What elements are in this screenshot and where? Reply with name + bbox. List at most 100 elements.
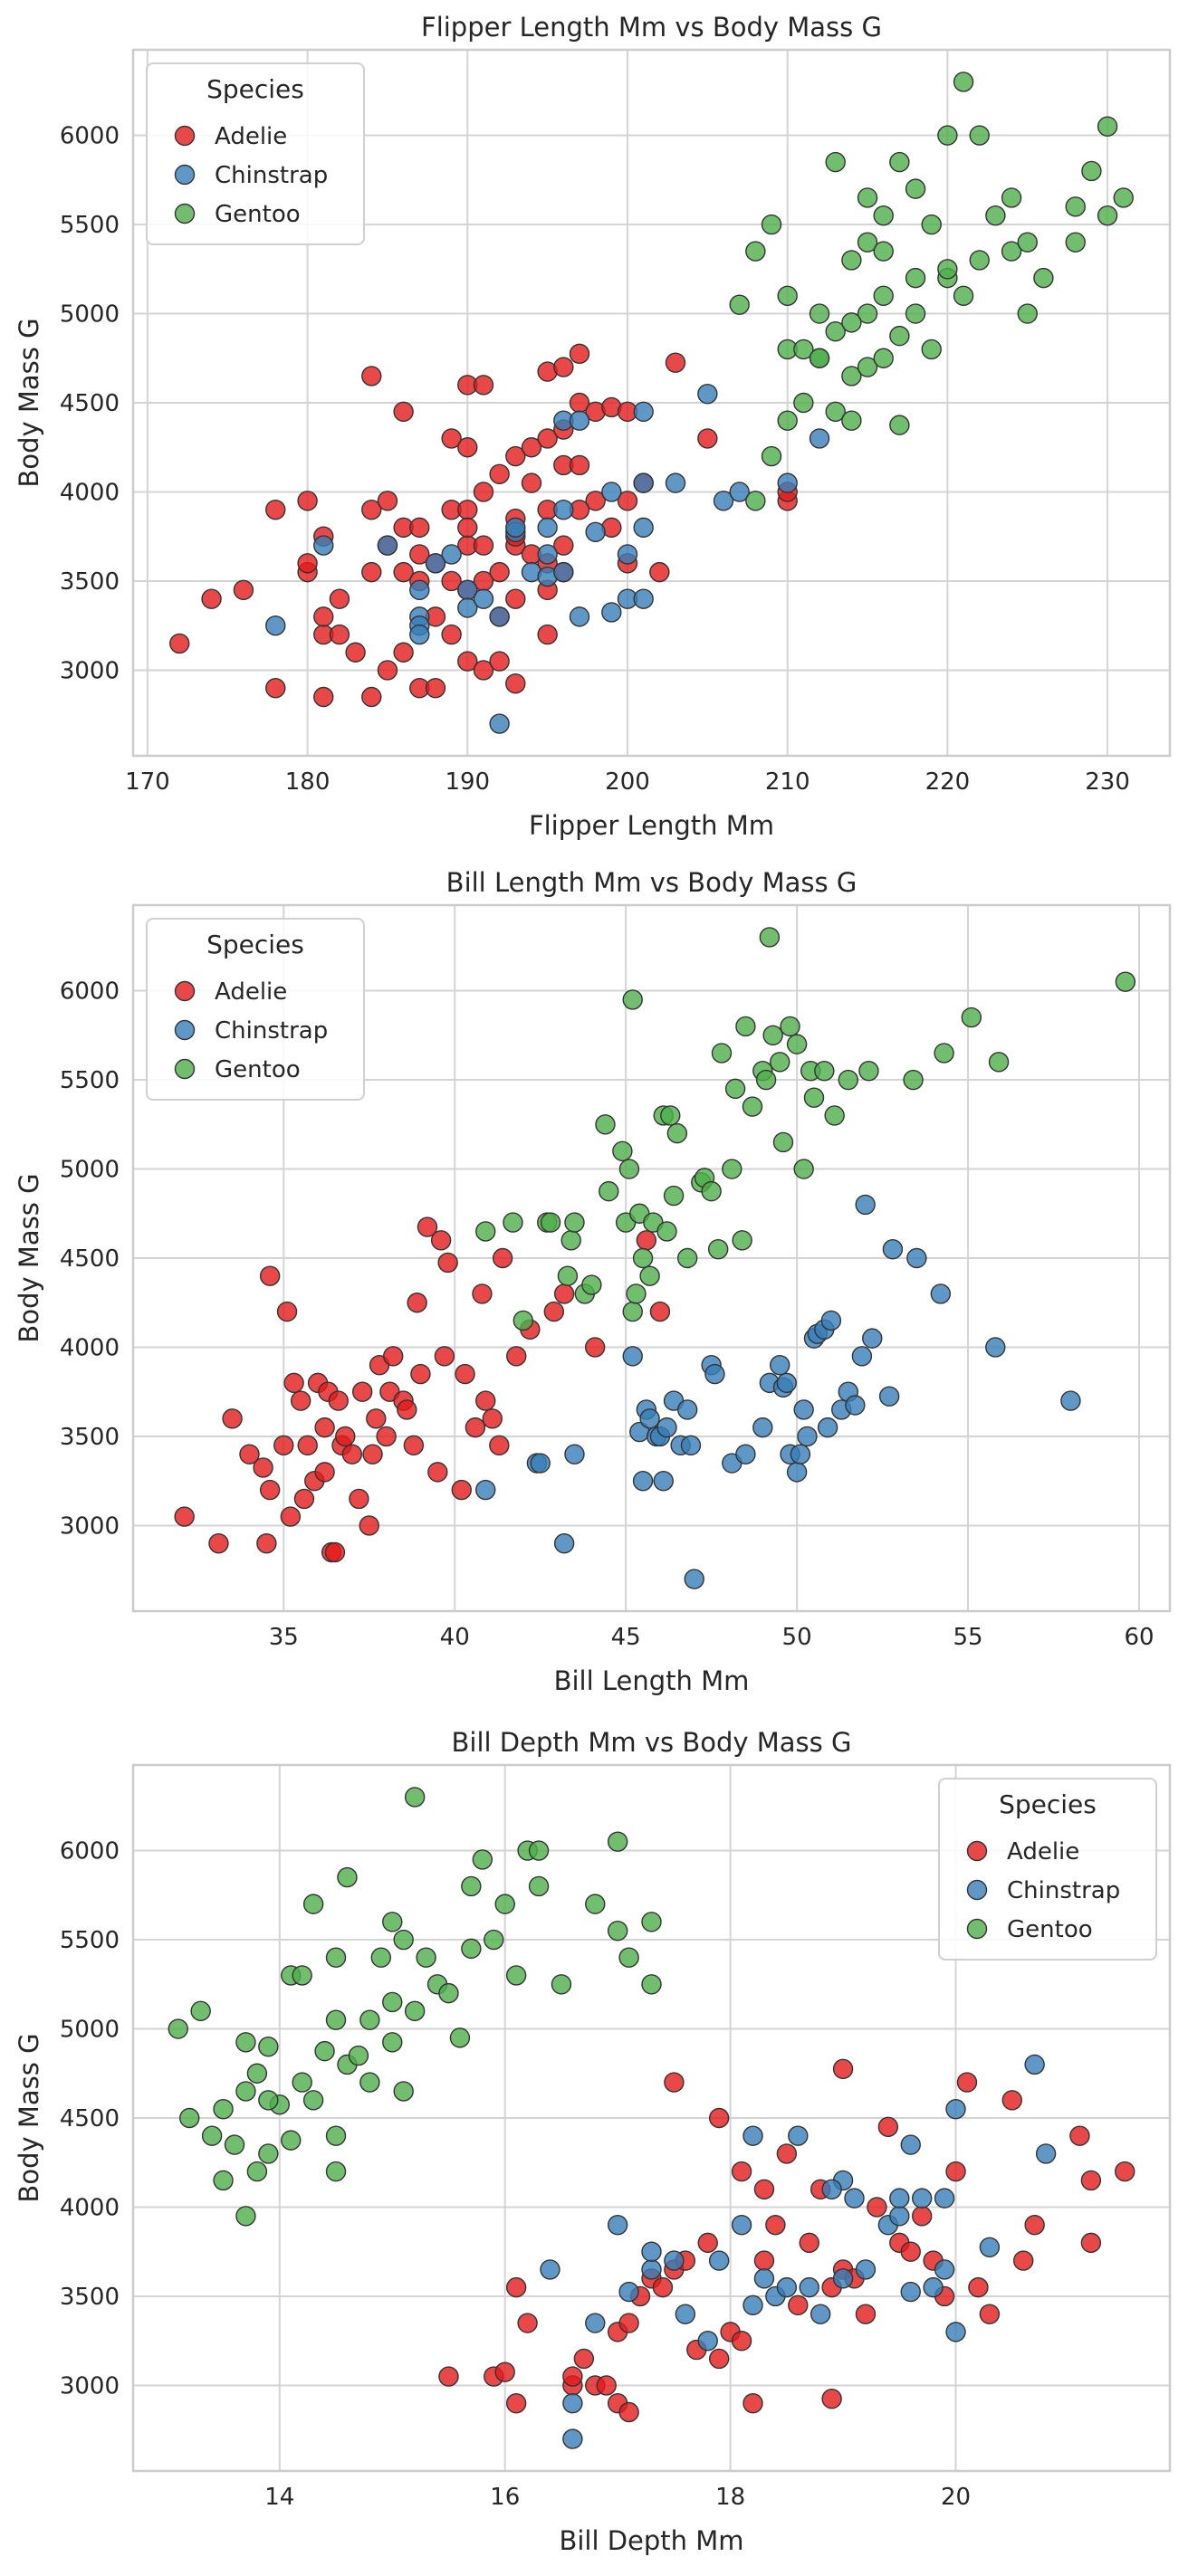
point-chinstrap <box>979 2237 1001 2258</box>
point-gentoo <box>921 339 942 360</box>
point-adelie <box>451 1479 472 1501</box>
point-adelie <box>788 2295 809 2316</box>
point-gentoo <box>889 415 910 435</box>
point-adelie <box>617 491 638 511</box>
point-adelie <box>283 1372 304 1394</box>
point-gentoo <box>711 1043 733 1064</box>
point-gentoo <box>761 445 782 467</box>
point-chinstrap <box>790 1444 811 1465</box>
point-chinstrap <box>633 472 654 493</box>
point-adelie <box>636 1230 657 1251</box>
point-gentoo <box>889 325 910 347</box>
point-gentoo <box>777 285 798 307</box>
point-adelie <box>765 2214 786 2236</box>
point-adelie <box>956 2072 978 2093</box>
point-adelie <box>517 2313 538 2333</box>
point-chinstrap <box>985 1337 1006 1358</box>
point-gentoo <box>325 2161 347 2182</box>
point-adelie <box>569 454 590 476</box>
point-adelie <box>256 1532 277 1554</box>
legend-marker-chinstrap <box>966 1879 988 1901</box>
point-chinstrap <box>553 1532 575 1554</box>
point-chinstrap <box>675 2304 696 2324</box>
point-gentoo <box>707 1238 729 1260</box>
point-gentoo <box>824 1105 845 1126</box>
point-chinstrap <box>441 544 462 565</box>
point-adelie <box>441 624 462 645</box>
point-adelie <box>821 2389 842 2409</box>
point-chinstrap <box>684 1569 704 1589</box>
point-adelie <box>341 1444 363 1465</box>
point-gentoo <box>484 1929 504 1951</box>
point-chinstrap <box>569 606 590 627</box>
point-adelie <box>573 2348 595 2370</box>
point-gentoo <box>1115 971 1136 992</box>
point-chinstrap <box>540 2259 560 2280</box>
point-chinstrap <box>409 579 430 601</box>
point-adelie <box>494 2361 515 2382</box>
point-adelie <box>1024 2214 1045 2236</box>
point-adelie <box>265 677 286 699</box>
point-gentoo <box>793 339 814 360</box>
point-gentoo <box>724 1078 746 1100</box>
point-gentoo <box>905 178 926 199</box>
point-gentoo <box>1017 303 1038 324</box>
point-adelie <box>543 1301 565 1322</box>
legend-label-chinstrap: Chinstrap <box>1007 1877 1120 1904</box>
y-tick-label: 3500 <box>60 568 120 596</box>
point-adelie <box>697 2232 718 2254</box>
point-gentoo <box>540 1212 561 1233</box>
point-adelie <box>425 677 446 699</box>
point-chinstrap <box>607 2214 628 2236</box>
point-chinstrap <box>585 521 606 543</box>
point-gentoo <box>1113 187 1134 208</box>
data-points <box>174 927 1136 1589</box>
point-chinstrap <box>889 2188 910 2209</box>
point-gentoo <box>889 151 910 173</box>
y-axis-label: Body Mass G <box>14 318 44 487</box>
point-gentoo <box>213 2170 234 2191</box>
y-tick-label: 4500 <box>60 1245 120 1273</box>
point-gentoo <box>382 1991 403 2013</box>
point-gentoo <box>461 1875 482 1897</box>
point-adelie <box>313 606 334 627</box>
point-chinstrap <box>537 544 558 565</box>
legend-label-chinstrap: Chinstrap <box>215 162 328 189</box>
point-gentoo <box>761 214 782 235</box>
point-gentoo <box>858 1060 879 1082</box>
point-chinstrap <box>862 1328 883 1349</box>
point-gentoo <box>841 410 862 431</box>
point-adelie <box>618 2401 639 2423</box>
point-adelie <box>867 2197 887 2218</box>
point-chinstrap <box>664 2250 685 2271</box>
point-adelie <box>731 2161 752 2182</box>
point-gentoo <box>618 1159 640 1179</box>
point-gentoo <box>475 1221 496 1242</box>
data-points <box>169 72 1134 734</box>
point-gentoo <box>937 125 958 146</box>
y-tick-label: 5500 <box>60 1067 120 1094</box>
point-chinstrap <box>641 2241 662 2262</box>
point-gentoo <box>814 1060 835 1082</box>
point-adelie <box>393 561 414 583</box>
legend: Species Adelie Chinstrap Gentoo <box>938 1778 1157 1961</box>
legend-marker-adelie <box>174 125 196 147</box>
point-gentoo <box>780 1016 800 1037</box>
y-tick-label: 3500 <box>60 1424 120 1451</box>
legend-label-adelie: Adelie <box>1007 1838 1079 1865</box>
point-gentoo <box>235 2206 256 2227</box>
point-chinstrap <box>475 1479 496 1501</box>
point-gentoo <box>803 1087 825 1108</box>
point-adelie <box>731 2331 752 2352</box>
point-gentoo <box>729 294 750 315</box>
point-adelie <box>362 1444 383 1465</box>
point-adelie <box>482 1408 503 1429</box>
point-gentoo <box>513 1310 533 1331</box>
point-adelie <box>430 1230 452 1251</box>
x-tick-label: 35 <box>269 1624 299 1651</box>
point-chinstrap <box>489 606 510 627</box>
x-tick-label: 18 <box>715 2484 745 2511</box>
point-chinstrap <box>817 1417 838 1438</box>
point-gentoo <box>988 1052 1010 1073</box>
point-chinstrap <box>639 1408 660 1429</box>
